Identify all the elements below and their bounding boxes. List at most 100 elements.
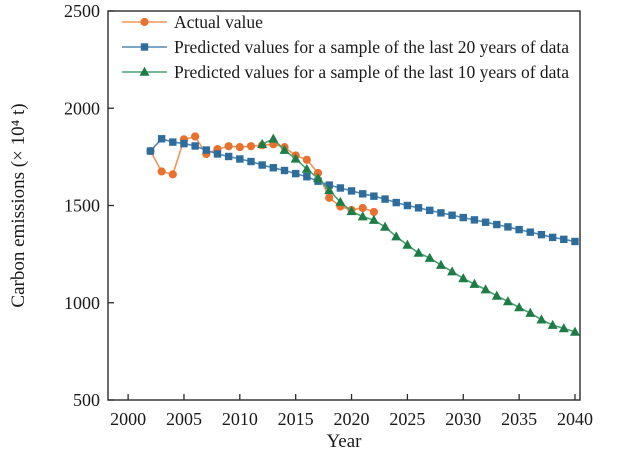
y-tick-label: 2500 <box>64 1 100 21</box>
triangle-marker <box>290 153 301 163</box>
triangle-marker <box>279 144 290 154</box>
y-tick-label: 2000 <box>64 98 100 118</box>
triangle-marker <box>447 266 458 276</box>
square-marker <box>493 220 501 229</box>
square-marker <box>537 230 546 239</box>
triangle-marker <box>435 259 446 269</box>
legend-circle-marker <box>140 17 149 27</box>
circle-marker <box>246 142 256 151</box>
circle-marker <box>358 203 367 213</box>
y-tick-label: 500 <box>73 390 100 410</box>
square-marker <box>381 195 389 203</box>
x-tick-label: 2005 <box>166 409 202 429</box>
square-marker <box>392 198 400 207</box>
legend-label: Predicted values for a sample of the las… <box>174 62 569 82</box>
square-marker <box>146 147 155 155</box>
square-marker <box>359 190 367 198</box>
x-tick-label: 2035 <box>501 409 537 429</box>
square-marker <box>370 192 378 200</box>
square-marker <box>213 150 222 158</box>
triangle-marker <box>313 172 324 183</box>
square-marker <box>336 184 345 192</box>
x-tick-label: 2010 <box>222 409 258 429</box>
y-tick-label: 1500 <box>64 196 100 216</box>
circle-marker <box>325 193 334 202</box>
triangle-marker <box>324 185 335 195</box>
triangle-marker <box>569 326 580 336</box>
square-marker <box>258 161 266 169</box>
x-tick-label: 2025 <box>389 409 425 429</box>
triangle-marker <box>268 133 279 143</box>
circle-marker <box>369 207 378 217</box>
triangle-marker <box>335 196 346 206</box>
legend-square-marker <box>140 43 149 51</box>
square-marker <box>247 157 255 166</box>
legend-triangle-marker <box>139 66 150 76</box>
circle-marker <box>302 155 311 164</box>
square-marker <box>571 237 579 246</box>
triangle-marker <box>458 273 469 283</box>
square-marker <box>291 169 300 178</box>
triangle-marker <box>424 252 435 262</box>
square-marker <box>437 209 445 217</box>
triangle-marker <box>502 296 513 306</box>
square-marker <box>448 211 456 219</box>
square-marker <box>157 135 166 143</box>
legend-label: Predicted values for a sample of the las… <box>174 37 569 57</box>
circle-marker <box>224 142 233 151</box>
triangle-marker <box>402 239 413 249</box>
x-tick-label: 2000 <box>110 409 146 429</box>
square-marker <box>169 138 177 146</box>
legend-label: Actual value <box>174 12 263 32</box>
triangle-marker <box>357 211 368 221</box>
circle-marker <box>168 170 177 179</box>
triangle-marker <box>491 290 502 300</box>
triangle-marker <box>514 302 525 312</box>
x-tick-label: 2030 <box>445 409 481 429</box>
triangle-marker <box>480 284 491 294</box>
y-axis-label: Carbon emissions (× 10⁴ t) <box>8 103 29 307</box>
x-tick-label: 2020 <box>334 409 370 429</box>
triangle-marker <box>413 247 424 257</box>
square-marker <box>515 225 523 234</box>
square-marker <box>191 142 199 150</box>
x-axis-label: Year <box>326 431 362 452</box>
square-marker <box>202 146 211 154</box>
square-marker <box>403 201 412 210</box>
square-marker <box>303 173 311 181</box>
square-marker <box>414 204 423 212</box>
triangle-marker <box>391 231 402 241</box>
triangle-marker <box>558 323 569 333</box>
square-marker <box>280 166 289 175</box>
square-marker <box>504 223 512 231</box>
triangle-marker <box>380 221 391 231</box>
square-marker <box>236 155 244 163</box>
circle-marker <box>191 132 200 141</box>
square-marker <box>470 216 479 224</box>
triangle-marker <box>525 307 536 317</box>
triangle-marker <box>301 163 312 173</box>
square-marker <box>347 187 356 195</box>
square-marker <box>459 213 467 222</box>
square-marker <box>224 152 233 161</box>
square-marker <box>548 233 557 242</box>
triangle-marker <box>368 214 379 224</box>
x-tick-label: 2015 <box>278 409 314 429</box>
square-marker <box>560 235 568 244</box>
triangle-marker <box>346 206 357 216</box>
circle-marker <box>157 167 166 176</box>
triangle-marker <box>547 319 558 329</box>
triangle-marker <box>469 278 480 288</box>
triangle-marker <box>257 138 268 149</box>
square-marker <box>180 139 188 148</box>
triangle-marker <box>536 314 547 324</box>
y-tick-label: 1000 <box>64 293 100 313</box>
square-marker <box>269 164 278 172</box>
square-marker <box>526 228 534 236</box>
square-marker <box>426 206 434 215</box>
circle-marker <box>235 143 244 152</box>
square-marker <box>481 218 490 226</box>
x-tick-label: 2040 <box>557 409 593 429</box>
